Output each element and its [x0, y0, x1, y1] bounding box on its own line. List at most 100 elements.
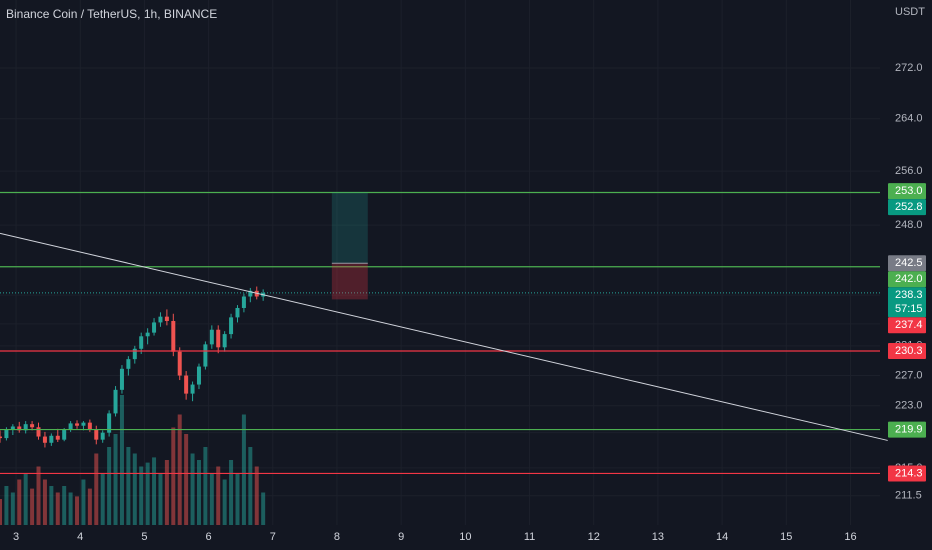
volume-bar: [158, 473, 163, 525]
candle-body: [113, 389, 118, 414]
candle-body: [235, 307, 240, 318]
x-tick-label: 14: [716, 531, 728, 543]
price-badge-label: 242.0: [895, 273, 923, 285]
candle-body: [62, 429, 67, 440]
volume-bar: [42, 479, 47, 525]
candle-body: [164, 316, 169, 321]
candle-body: [107, 413, 112, 433]
price-badge: [888, 287, 926, 318]
y-tick-label: 272.0: [895, 62, 923, 74]
candle-body: [132, 348, 137, 360]
volume-bar: [216, 466, 221, 525]
candle-body: [184, 375, 189, 394]
axis-unit: USDT: [895, 6, 925, 18]
x-tick-label: 13: [652, 531, 664, 543]
volume-bar: [254, 466, 259, 525]
candle-body: [229, 317, 234, 335]
candle-body: [49, 435, 54, 443]
price-badge: [888, 465, 926, 482]
price-badge: [888, 255, 926, 272]
x-tick-label: 6: [206, 531, 212, 543]
volume-bar: [17, 479, 22, 525]
candle-body: [119, 368, 124, 390]
y-tick-label: 223.0: [895, 400, 923, 412]
candle-body: [68, 423, 73, 430]
volume-bar: [0, 499, 2, 525]
candle-body: [17, 426, 22, 431]
volume-bar: [55, 492, 60, 525]
x-tick-label: 9: [398, 531, 404, 543]
x-tick-label: 16: [844, 531, 856, 543]
volume-bar: [30, 488, 35, 525]
volume-bar: [132, 453, 137, 525]
price-axis: 345678910111213141516211.5215.0219.5223.…: [13, 62, 926, 543]
price-badge-label: 230.3: [895, 345, 923, 357]
price-badge-label: 252.8: [895, 201, 923, 213]
candle-body: [248, 290, 253, 297]
volume-bar: [23, 473, 28, 525]
candle-body: [30, 424, 35, 428]
candle-body: [196, 366, 201, 385]
volume-bar: [190, 453, 195, 525]
volume-bar: [49, 486, 54, 525]
candle-body: [126, 359, 131, 369]
candle-body: [0, 436, 2, 439]
volume-bar: [261, 492, 266, 525]
price-badge-label: 237.4: [895, 319, 923, 331]
volume-bar: [241, 414, 246, 525]
volume-bar: [203, 447, 208, 525]
volume-bar: [184, 434, 189, 525]
candle-body: [94, 429, 99, 440]
volume-bar: [10, 492, 15, 525]
candle-body: [158, 316, 163, 323]
x-tick-label: 10: [459, 531, 471, 543]
price-badge: [888, 271, 926, 288]
volume-bar: [62, 486, 67, 525]
price-badge: [888, 183, 926, 200]
volume-bar: [100, 473, 105, 525]
position-loss: [331, 263, 368, 300]
countdown: 57:15: [895, 303, 923, 315]
volume-bar: [235, 473, 240, 525]
price-badge: [888, 317, 926, 334]
volume-bar: [4, 486, 9, 525]
x-tick-label: 3: [13, 531, 19, 543]
grid: [0, 0, 880, 525]
x-tick-label: 5: [141, 531, 147, 543]
volume-bar: [177, 414, 182, 525]
trend-line: [0, 232, 888, 441]
candle-body: [4, 429, 9, 439]
candle-body: [177, 351, 182, 376]
chart-title: Binance Coin / TetherUS, 1h, BINANCE: [6, 7, 217, 21]
plot-area: [0, 191, 888, 525]
candle-body: [203, 344, 208, 367]
candle-body: [209, 329, 214, 345]
price-badge-label: 238.3: [895, 289, 923, 301]
volume-bar: [68, 492, 73, 525]
volume-bar: [248, 447, 253, 525]
price-badge-label: 253.0: [895, 185, 923, 197]
price-badge-label: 214.3: [895, 467, 923, 479]
volume-bar: [229, 460, 234, 525]
volume-bar: [36, 466, 41, 525]
candle-body: [10, 426, 15, 430]
volume-bar: [119, 395, 124, 525]
volume-bar: [209, 473, 214, 525]
x-tick-label: 15: [780, 531, 792, 543]
x-tick-label: 4: [77, 531, 83, 543]
x-tick-label: 8: [334, 531, 340, 543]
y-tick-label: 227.0: [895, 369, 923, 381]
y-tick-label: 264.0: [895, 113, 923, 125]
y-tick-label: 256.0: [895, 165, 923, 177]
volume-bar: [171, 427, 176, 525]
candle-body: [23, 424, 28, 431]
volume-bar: [107, 447, 112, 525]
x-tick-label: 11: [524, 531, 535, 543]
candle-body: [171, 320, 176, 352]
candle-body: [139, 336, 144, 349]
volume-bar: [164, 460, 169, 525]
volume-bar: [139, 466, 144, 525]
x-tick-label: 7: [270, 531, 276, 543]
candle-body: [36, 427, 41, 437]
